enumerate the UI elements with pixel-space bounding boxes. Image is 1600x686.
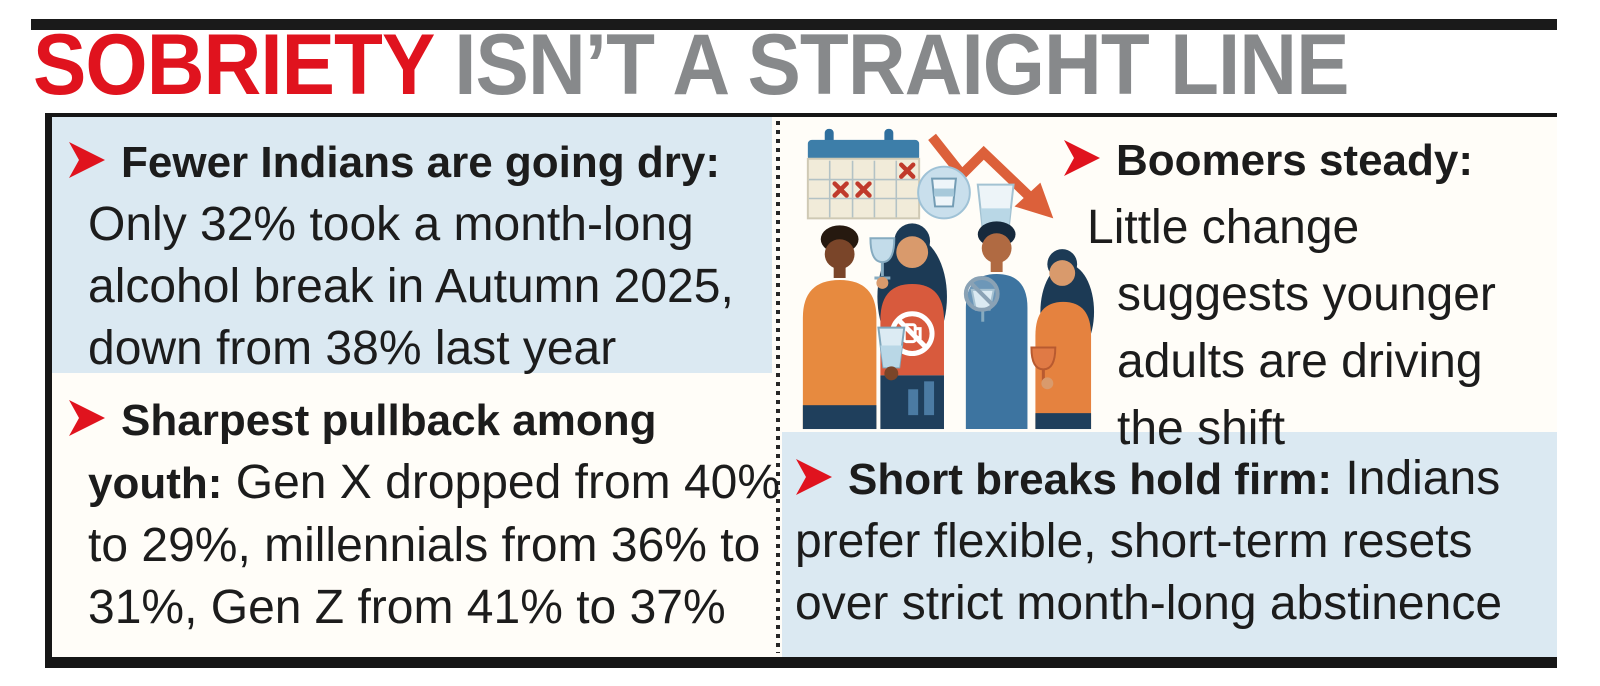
bullet-heading: Boomers steady: (1116, 136, 1474, 185)
bullet-line: Little change (1087, 201, 1360, 254)
panel-bottom-right (782, 432, 1557, 657)
wine-glass-icon (1030, 346, 1057, 390)
bullet-text: Gen X dropped from 40% (222, 456, 781, 509)
bullet-line: Boomers steady: (1063, 126, 1563, 194)
bullet-heading-cont: youth: (88, 459, 223, 508)
bullet-line: over strict month-long abstinence (795, 577, 1503, 630)
bullet-heading: Short breaks hold firm: (848, 455, 1333, 504)
panel-top-left (52, 117, 772, 373)
bullet-line: alcohol break in Autumn 2025, (88, 260, 734, 313)
person-woman-center (869, 223, 947, 430)
upside-down-glass-icon (917, 165, 971, 220)
calendar-x-marks (832, 162, 916, 198)
red-arrow-bullet-icon (69, 400, 105, 436)
page-title-rest: ISN’T A STRAIGHT LINE (432, 17, 1349, 113)
dotted-column-divider (776, 121, 780, 653)
bullet-line: the shift (1117, 402, 1286, 455)
bullet-line: down from 38% last year (88, 322, 617, 375)
wine-glass-icon (869, 237, 896, 289)
bullet-text: Indians (1332, 452, 1501, 505)
bullet-fewer-indians: Fewer Indians are going dry: Only 32% to… (52, 117, 788, 380)
bullet-line: adults are driving (1117, 335, 1483, 388)
bullet-line: 31%, Gen Z from 41% to 37% (88, 581, 726, 634)
bullet-short-breaks: Short breaks hold firm: Indians prefer f… (782, 438, 1570, 635)
bullet-line: Fewer Indians are going dry: (68, 131, 788, 194)
calendar-icon (806, 128, 921, 220)
sobriety-illustration (802, 128, 1095, 430)
bullet-sharpest-pullback: Sharpest pullback among youth: Gen X dro… (52, 373, 788, 639)
bullet-heading: Sharpest pullback among (121, 396, 657, 445)
bullet-boomers-steady: Boomers steady: Little change suggests y… (1063, 126, 1563, 462)
person-man-blue (963, 221, 1028, 430)
person-woman-right (1030, 249, 1095, 430)
page-title-highlight: SOBRIETY (33, 17, 434, 113)
bullet-line: Only 32% took a month-long (88, 198, 694, 251)
bullet-line: youth: Gen X dropped from 40% (68, 452, 788, 515)
page-title: SOBRIETY ISN’T A STRAIGHT LINE (33, 22, 1349, 108)
bullet-line: Short breaks hold firm: Indians (795, 448, 1570, 511)
tumbler-glass-icon (877, 326, 906, 381)
bullet-heading: Fewer Indians are going dry: (121, 138, 721, 187)
bullet-line: to 29%, millennials from 36% to (88, 519, 761, 572)
bullet-line: prefer flexible, short-term resets (795, 515, 1473, 568)
person-man-left (802, 225, 906, 430)
red-arrow-bullet-icon (69, 142, 105, 178)
red-arrow-bullet-icon (796, 459, 832, 495)
no-drink-sign-icon (963, 276, 1000, 322)
bullet-line: suggests younger (1117, 268, 1496, 321)
title-top-rule (31, 19, 1557, 30)
bullet-line: Sharpest pullback among (68, 389, 788, 452)
red-arrow-bullet-icon (1064, 140, 1100, 176)
